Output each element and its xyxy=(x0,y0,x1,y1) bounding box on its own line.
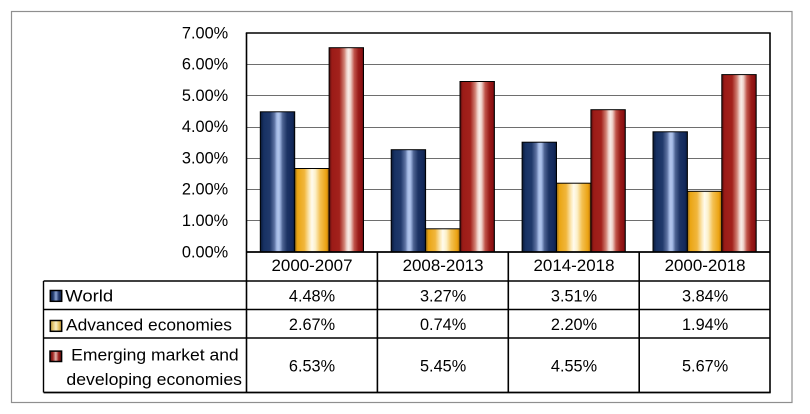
svg-text:3.00%: 3.00% xyxy=(182,149,228,167)
svg-text:2008-2013: 2008-2013 xyxy=(403,257,484,275)
svg-text:1.00%: 1.00% xyxy=(182,212,228,230)
svg-text:3.51%: 3.51% xyxy=(551,288,597,306)
svg-text:3.84%: 3.84% xyxy=(682,288,728,306)
svg-text:Advanced economies: Advanced economies xyxy=(66,316,232,334)
svg-text:7.00%: 7.00% xyxy=(182,24,228,42)
svg-text:1.94%: 1.94% xyxy=(682,316,728,334)
svg-text:2014-2018: 2014-2018 xyxy=(534,257,615,275)
svg-text:0.74%: 0.74% xyxy=(420,316,466,334)
svg-text:5.67%: 5.67% xyxy=(682,358,728,376)
svg-text:4.00%: 4.00% xyxy=(182,118,228,136)
svg-text:developing economies: developing economies xyxy=(66,371,242,389)
svg-text:5.45%: 5.45% xyxy=(420,358,466,376)
svg-text:4.48%: 4.48% xyxy=(289,288,335,306)
svg-text:3.27%: 3.27% xyxy=(420,288,466,306)
svg-text:Emerging market and: Emerging market and xyxy=(71,347,239,365)
svg-text:6.00%: 6.00% xyxy=(182,56,228,74)
svg-text:4.55%: 4.55% xyxy=(551,358,597,376)
svg-text:5.00%: 5.00% xyxy=(182,87,228,105)
svg-text:2.67%: 2.67% xyxy=(289,316,335,334)
svg-text:2000-2018: 2000-2018 xyxy=(665,257,746,275)
svg-text:World: World xyxy=(65,288,113,306)
svg-text:6.53%: 6.53% xyxy=(289,358,335,376)
svg-text:2.20%: 2.20% xyxy=(551,316,597,334)
svg-text:0.00%: 0.00% xyxy=(182,243,228,261)
svg-text:2000-2007: 2000-2007 xyxy=(272,257,353,275)
svg-text:2.00%: 2.00% xyxy=(182,181,228,199)
